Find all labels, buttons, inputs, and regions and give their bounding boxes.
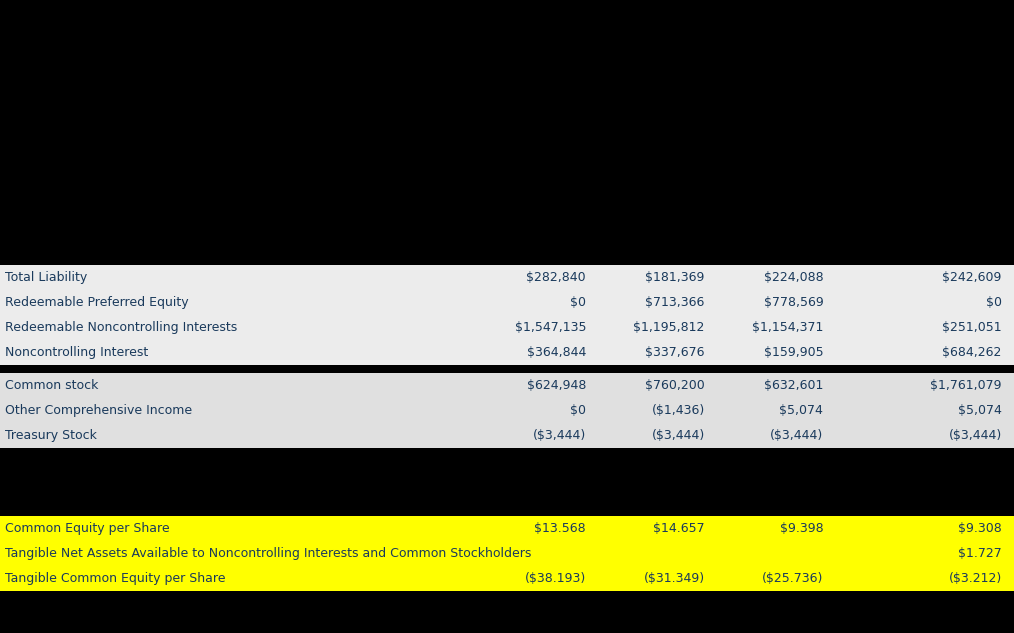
Text: $364,844: $364,844 — [526, 346, 586, 359]
Text: $624,948: $624,948 — [526, 379, 586, 392]
Text: $632,601: $632,601 — [764, 379, 823, 392]
Text: $159,905: $159,905 — [764, 346, 823, 359]
Bar — [0, 448, 1014, 516]
Text: Tangible Common Equity per Share: Tangible Common Equity per Share — [5, 572, 225, 585]
Text: Common Equity per Share: Common Equity per Share — [5, 522, 169, 535]
Bar — [0, 373, 1014, 398]
Text: $282,840: $282,840 — [526, 271, 586, 284]
Bar — [0, 541, 1014, 566]
Text: $713,366: $713,366 — [645, 296, 705, 309]
Text: Other Comprehensive Income: Other Comprehensive Income — [5, 404, 193, 417]
Text: ($1,436): ($1,436) — [651, 404, 705, 417]
Text: $5,074: $5,074 — [780, 404, 823, 417]
Text: $242,609: $242,609 — [942, 271, 1002, 284]
Text: ($3,444): ($3,444) — [532, 429, 586, 442]
Text: $760,200: $760,200 — [645, 379, 705, 392]
Text: $1,761,079: $1,761,079 — [930, 379, 1002, 392]
Text: $9.308: $9.308 — [958, 522, 1002, 535]
Text: $778,569: $778,569 — [764, 296, 823, 309]
Text: $1,154,371: $1,154,371 — [752, 321, 823, 334]
Text: Tangible Net Assets Available to Noncontrolling Interests and Common Stockholder: Tangible Net Assets Available to Noncont… — [5, 547, 531, 560]
Bar — [0, 398, 1014, 423]
Text: $1,195,812: $1,195,812 — [634, 321, 705, 334]
Text: $0: $0 — [986, 296, 1002, 309]
Text: ($3,444): ($3,444) — [948, 429, 1002, 442]
Bar — [0, 423, 1014, 448]
Text: $337,676: $337,676 — [645, 346, 705, 359]
Text: $1,547,135: $1,547,135 — [514, 321, 586, 334]
Text: ($31.349): ($31.349) — [644, 572, 705, 585]
Bar — [0, 516, 1014, 541]
Text: Noncontrolling Interest: Noncontrolling Interest — [5, 346, 148, 359]
Text: $9.398: $9.398 — [780, 522, 823, 535]
Bar — [0, 365, 1014, 373]
Text: Treasury Stock: Treasury Stock — [5, 429, 97, 442]
Text: $684,262: $684,262 — [942, 346, 1002, 359]
Text: Redeemable Preferred Equity: Redeemable Preferred Equity — [5, 296, 189, 309]
Text: $251,051: $251,051 — [942, 321, 1002, 334]
Text: ($3,444): ($3,444) — [651, 429, 705, 442]
Text: ($38.193): ($38.193) — [525, 572, 586, 585]
Bar — [0, 566, 1014, 591]
Text: ($3.212): ($3.212) — [948, 572, 1002, 585]
Text: $5,074: $5,074 — [958, 404, 1002, 417]
Text: $0: $0 — [570, 404, 586, 417]
Bar — [0, 591, 1014, 633]
Text: $224,088: $224,088 — [764, 271, 823, 284]
Bar — [0, 340, 1014, 365]
Text: Total Liability: Total Liability — [5, 271, 87, 284]
Text: $13.568: $13.568 — [534, 522, 586, 535]
Bar — [0, 290, 1014, 315]
Bar — [0, 0, 1014, 265]
Text: ($25.736): ($25.736) — [762, 572, 823, 585]
Text: $0: $0 — [570, 296, 586, 309]
Text: $1.727: $1.727 — [958, 547, 1002, 560]
Text: Common stock: Common stock — [5, 379, 98, 392]
Text: $181,369: $181,369 — [645, 271, 705, 284]
Text: ($3,444): ($3,444) — [770, 429, 823, 442]
Text: $14.657: $14.657 — [653, 522, 705, 535]
Text: Redeemable Noncontrolling Interests: Redeemable Noncontrolling Interests — [5, 321, 237, 334]
Bar — [0, 265, 1014, 290]
Bar — [0, 315, 1014, 340]
